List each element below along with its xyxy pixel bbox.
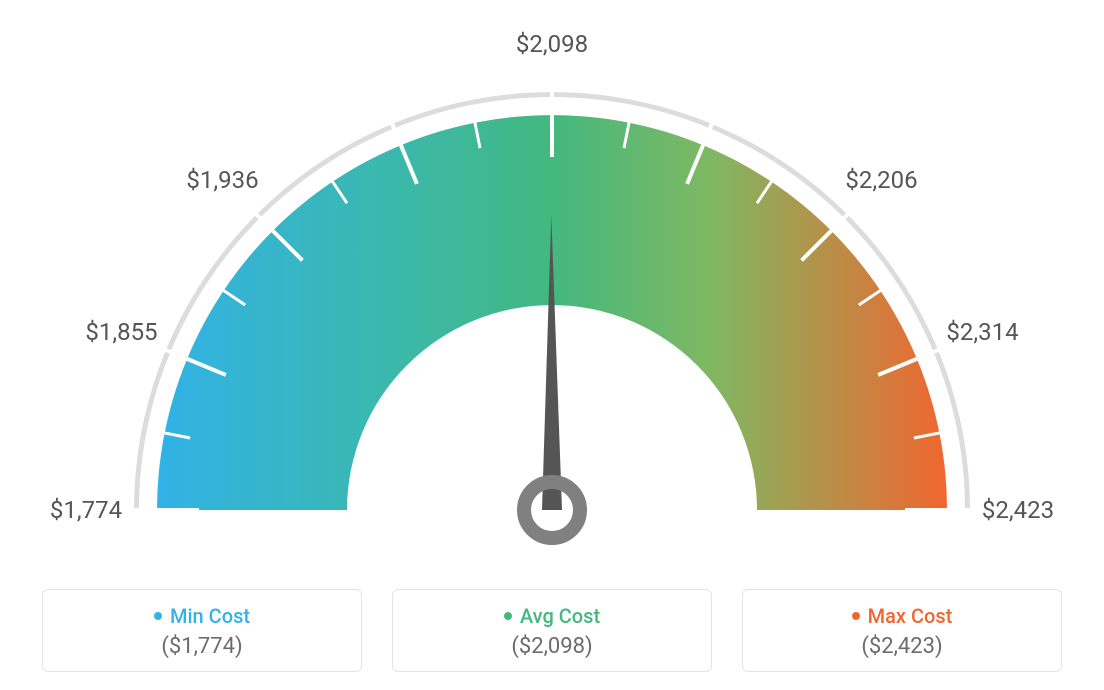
max-cost-card: Max Cost ($2,423): [742, 589, 1062, 672]
min-cost-dot: [154, 612, 162, 620]
max-cost-title: Max Cost: [868, 604, 953, 628]
avg-cost-title: Avg Cost: [520, 604, 600, 628]
avg-cost-value: ($2,098): [401, 634, 703, 659]
min-cost-value: ($1,774): [51, 634, 353, 659]
gauge-tick-label: $1,774: [50, 496, 122, 524]
gauge-tick-label: $2,423: [982, 496, 1054, 524]
min-cost-title: Min Cost: [170, 604, 250, 628]
summary-row: Min Cost ($1,774) Avg Cost ($2,098) Max …: [0, 589, 1104, 672]
min-cost-card: Min Cost ($1,774): [42, 589, 362, 672]
avg-cost-dot: [504, 612, 512, 620]
gauge-tick-label: $2,206: [845, 166, 917, 194]
gauge-tick-label: $1,936: [186, 166, 258, 194]
max-cost-value: ($2,423): [751, 634, 1053, 659]
gauge-svg: [22, 10, 1082, 570]
gauge-tick-label: $1,855: [85, 318, 157, 346]
gauge-tick-label: $2,098: [516, 30, 588, 58]
cost-gauge: $1,774 $1,855 $1,936 $2,098 $2,206 $2,314 $2,4…: [0, 0, 1104, 560]
max-cost-dot: [852, 612, 860, 620]
avg-cost-card: Avg Cost ($2,098): [392, 589, 712, 672]
gauge-tick-label: $2,314: [946, 318, 1018, 346]
